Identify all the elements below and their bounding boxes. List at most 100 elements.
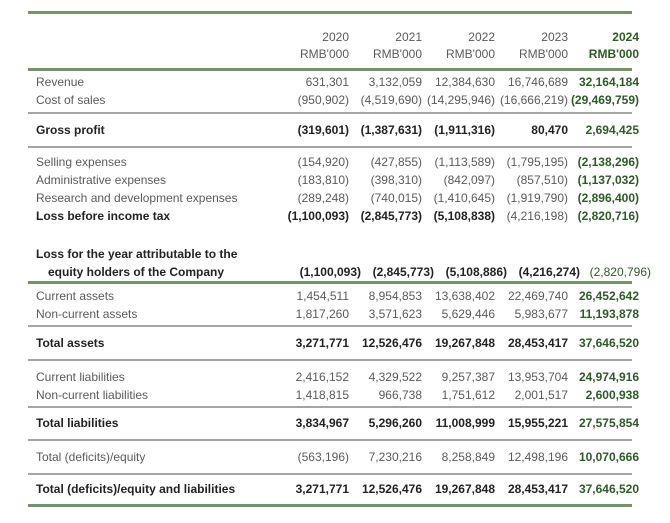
value-2020: 3,834,967 (295, 416, 349, 430)
value-2021: 12,526,476 (361, 336, 422, 350)
value-2022: (1,113,589) (434, 155, 496, 169)
table-rule (28, 281, 632, 284)
value-2023: 5,983,677 (514, 307, 568, 321)
value-2024: 2,600,938 (585, 388, 639, 402)
value-2023: 22,469,740 (507, 289, 568, 303)
row-label: Total (deficits)/equity and liabilities (36, 482, 236, 496)
value-2023: (4,216,274) (518, 265, 580, 279)
row-label: Current assets (36, 289, 115, 303)
value-2020: 1,454,511 (296, 289, 350, 303)
table-section: Gross profit (319,601) (1,387,631) (1,911,3… (28, 114, 639, 146)
value-2023: 13,953,704 (507, 370, 568, 384)
value-2022: (1,911,316) (434, 123, 495, 137)
value-2020: (563,196) (297, 450, 349, 464)
table-rule (28, 112, 632, 114)
table-row: Cost of sales (950,902) (4,519,690) (14,295… (28, 91, 639, 109)
table-rule (28, 504, 632, 507)
value-2023: (4,216,198) (506, 209, 568, 223)
value-2024: 11,193,878 (579, 307, 639, 321)
header-year: 2021 (395, 30, 422, 44)
table-section: Total assets 3,271,771 12,526,476 19,267,84… (28, 327, 639, 359)
table-row: Research and development expenses (289,24… (28, 189, 639, 207)
value-2020: (1,100,093) (287, 209, 349, 223)
value-2022: 8,258,849 (441, 450, 495, 464)
table-row: Total (deficits)/equity (563,196) 7,230,21… (28, 441, 639, 473)
value-2020: (319,601) (297, 123, 349, 137)
table-section: Current liabilities 2,416,152 4,329,522 9,2… (28, 361, 639, 406)
value-2020: (183,810) (297, 173, 349, 187)
value-2024: (2,820,796) (589, 265, 651, 279)
value-2024: 27,575,854 (578, 416, 639, 430)
value-2022: 11,008,999 (435, 416, 495, 430)
financial-summary-table: 2020 2021 2022 2023 2024 RMB'000 RMB'000 RMB'00… (28, 11, 651, 507)
header-unit: RMB'000 (373, 47, 422, 61)
value-2020: (154,920) (297, 155, 349, 169)
value-2021: 4,329,522 (368, 370, 422, 384)
header-unit: RMB'000 (300, 47, 349, 61)
header-unit: RMB'000 (519, 47, 568, 61)
table-rule (28, 359, 632, 361)
value-2024: 37,646,520 (578, 336, 639, 350)
header-year: 2024 (612, 30, 639, 44)
header-unit: RMB'000 (446, 47, 495, 61)
value-2022: (1,410,645) (433, 191, 495, 205)
value-2023: (1,919,790) (506, 191, 568, 205)
row-label: Selling expenses (36, 155, 127, 169)
table-section: Loss for the year attributable to the equ… (28, 225, 651, 281)
table-row: Non-current liabilities 1,418,815 966,738 1… (28, 386, 639, 404)
value-2023: 2,001,517 (514, 388, 568, 402)
value-2023: (1,795,195) (506, 155, 568, 169)
value-2021: (2,845,773) (372, 265, 434, 279)
value-2022: 13,638,402 (434, 289, 495, 303)
value-2024: (2,138,296) (577, 155, 639, 169)
value-2024: 26,452,642 (578, 289, 639, 303)
value-2022: 5,629,446 (441, 307, 495, 321)
value-2024: (2,820,716) (577, 209, 639, 223)
value-2020: 3,271,771 (295, 336, 349, 350)
table-row: Gross profit (319,601) (1,387,631) (1,911,3… (28, 114, 639, 146)
value-2022 (422, 245, 495, 263)
value-2021: (398,310) (370, 173, 422, 187)
table-rule (28, 406, 632, 408)
value-2021: 12,526,476 (361, 482, 422, 496)
value-2021: (1,387,631) (360, 123, 422, 137)
value-2021: 8,954,853 (368, 289, 422, 303)
value-2020: 2,416,152 (295, 370, 349, 384)
value-2024: 32,164,184 (578, 75, 639, 89)
row-label: Non-current assets (36, 307, 138, 321)
value-2023: (16,666,219) (499, 93, 568, 107)
value-2023: (857,510) (516, 173, 568, 187)
table-rule (28, 439, 632, 441)
table-section: Total (deficits)/equity and liabilities 3… (28, 475, 639, 504)
row-label: equity holders of the Company (48, 265, 225, 279)
value-2020: (1,100,093) (299, 265, 361, 279)
table-row: equity holders of the Company (1,100,093)… (28, 263, 651, 281)
table-row: Loss for the year attributable to the (28, 245, 632, 263)
value-2020: 3,271,771 (295, 482, 349, 496)
table-row: Current liabilities 2,416,152 4,329,522 9,2… (28, 368, 639, 386)
value-2024: 2,694,425 (585, 123, 639, 137)
header-year: 2022 (468, 30, 495, 44)
table-rule (28, 11, 632, 14)
header-row: RMB'000 RMB'000 RMB'000 RMB'000 RMB'000 (28, 46, 639, 63)
row-label: Administrative expenses (36, 173, 167, 187)
value-2022: 19,267,848 (434, 482, 495, 496)
row-label: Loss before income tax (36, 209, 171, 223)
table-header: 2020 2021 2022 2023 2024 RMB'000 RMB'000 RMB'00… (28, 14, 639, 68)
header-unit: RMB'000 (588, 47, 639, 61)
value-2024: 10,070,666 (578, 450, 639, 464)
value-2024: (1,137,032) (577, 173, 639, 187)
value-2023: 16,746,689 (507, 75, 568, 89)
value-2023: 28,453,417 (507, 336, 568, 350)
table-row: Selling expenses (154,920) (427,855) (1,113… (28, 153, 639, 171)
value-2024: 37,646,520 (578, 482, 639, 496)
table-row: Total assets 3,271,771 12,526,476 19,267,84… (28, 327, 639, 359)
table-rule (28, 325, 632, 327)
table-row: Revenue 631,301 3,132,059 12,384,630 16,746,… (28, 73, 639, 91)
row-label: Gross profit (36, 123, 105, 137)
value-2020 (276, 245, 349, 263)
value-2021 (349, 245, 422, 263)
table-section: Total (deficits)/equity (563,196) 7,230,21… (28, 441, 639, 473)
table-section: Current assets 1,454,511 8,954,853 13,638,4… (28, 284, 639, 325)
table-rule (28, 473, 632, 475)
